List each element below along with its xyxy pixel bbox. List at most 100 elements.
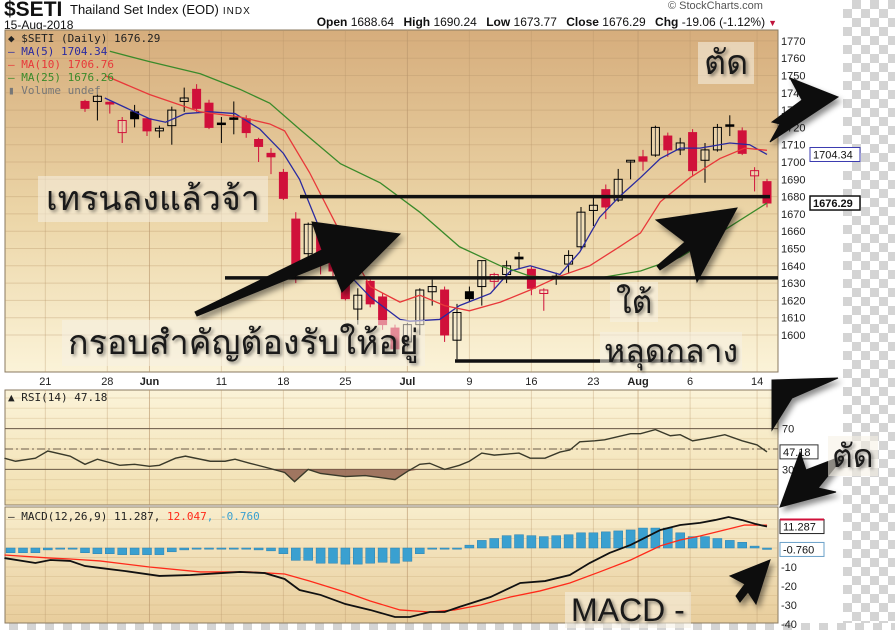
macd-histogram-bar [80, 547, 90, 553]
macd-histogram-bar [588, 532, 599, 549]
ma5-line [104, 97, 768, 322]
candle-body [675, 142, 685, 151]
macd-value: 11.287 [113, 510, 154, 523]
high-label: High [403, 15, 431, 29]
copyright[interactable]: © StockCharts.com [668, 0, 763, 12]
date-tick-label: Jun [140, 376, 160, 388]
annotation-cut-top: ตัด [698, 42, 755, 84]
exchange: INDX [222, 6, 251, 17]
candle-body [92, 95, 102, 102]
legend-main: ◆ $SETI (Daily) 1676.29 [8, 32, 161, 45]
ohlc-summary: Open 1688.64 High 1690.24 Low 1673.77 Cl… [311, 16, 777, 30]
macd-histogram-bar [539, 536, 549, 549]
candle-body [564, 254, 574, 265]
candle-body [712, 126, 722, 151]
macd-histogram-bar [191, 547, 202, 550]
low-value: 1673.77 [513, 15, 557, 29]
candle-body [204, 102, 214, 128]
price-tick-label: 1760 [781, 53, 805, 65]
macd-histogram-bar [154, 547, 165, 555]
arrow-icon [771, 377, 839, 432]
price-tick-label: 1770 [781, 36, 805, 48]
candle-body [650, 126, 660, 156]
date-tick-label: 6 [687, 376, 693, 388]
date-tick-label: 25 [339, 376, 351, 388]
date-tick-label: Jul [399, 376, 415, 388]
macd-tick-label: -40 [781, 619, 797, 630]
macd-histogram-bar [5, 547, 16, 553]
macd-histogram-bar [489, 538, 499, 549]
candle-body [588, 204, 598, 211]
macd-histogram-bar [625, 529, 636, 549]
rsi-tick-label: 30 [782, 464, 794, 476]
rsi-title: ▲ RSI(14) 47.18 [8, 391, 108, 404]
macd-value-label: 11.287 [783, 522, 816, 534]
date-tick-label: 11 [216, 376, 227, 388]
candle-body [440, 289, 450, 336]
legend-ma25-text: MA(25) 1676.26 [21, 71, 114, 84]
macd-histogram-bar [105, 547, 115, 554]
legend-ma5-text: MA(5) 1704.34 [21, 45, 108, 58]
macd-histogram-bar [67, 547, 78, 550]
rsi-oversold-fill [4, 469, 767, 482]
rsi-panel [4, 389, 779, 506]
macd-histogram-bar [613, 530, 623, 549]
candle-body [254, 139, 264, 147]
candle-body [700, 149, 710, 161]
price-tick-label: 1690 [781, 174, 805, 186]
macd-histogram-bar [377, 547, 388, 563]
macd-histogram-bar [687, 536, 698, 549]
macd-histogram-bar [365, 547, 375, 564]
candle-body [278, 171, 288, 199]
date-tick-label: 18 [277, 376, 289, 388]
date-tick-label: 9 [466, 376, 472, 388]
macd-histogram-bar [563, 534, 574, 549]
candle-body [514, 256, 524, 260]
low-label: Low [486, 15, 511, 29]
candle-body [688, 132, 698, 172]
macd-signal-line [4, 524, 768, 613]
macd-histogram-bar [179, 547, 189, 551]
candle-body [750, 170, 760, 177]
macd-histogram-bar [117, 547, 127, 555]
macd-histogram-bar [92, 547, 103, 554]
date-tick-label: Aug [627, 376, 648, 388]
macd-histogram-bar [601, 531, 611, 549]
date-tick-label: 16 [525, 376, 537, 388]
arrow-icon [769, 77, 840, 143]
candle-body [179, 97, 189, 102]
rsi-line [4, 428, 768, 483]
rsi-title-text: RSI(14) 47.18 [21, 391, 108, 404]
candle-body [353, 294, 363, 310]
macd-histogram-bar [390, 547, 400, 564]
macd-histogram-bar [762, 547, 772, 550]
price-tick-label: 1660 [781, 226, 805, 238]
candle-body [291, 218, 301, 269]
price-value-label: 1704.34 [813, 149, 853, 161]
candle-body [477, 260, 487, 288]
macd-histogram-bar [439, 547, 450, 550]
macd-histogram-bar [18, 547, 28, 553]
macd-histogram-bar [353, 547, 363, 565]
price-tick-label: 1710 [781, 140, 805, 152]
macd-tick-label: -20 [781, 581, 797, 593]
candle-body [365, 280, 375, 305]
candle-body [626, 159, 636, 163]
chart-date: 15-Aug-2018 [4, 18, 74, 32]
legend-ma10-text: MA(10) 1706.76 [21, 58, 114, 71]
macd-histogram-bar [229, 547, 239, 550]
macd-histogram-bar [55, 547, 65, 550]
macd-tick-label: -10 [781, 562, 797, 574]
macd-histogram-bar [253, 547, 264, 551]
transparent-background [843, 0, 895, 630]
close-value: 1676.29 [602, 15, 646, 29]
candle-body [464, 291, 474, 300]
price-tick-label: 1640 [781, 261, 805, 273]
macd-histogram-bar [43, 547, 53, 551]
macd-title: — MACD(12,26,9) 11.287, 12.047, -0.760 [8, 510, 260, 523]
macd-value-label: -0.760 [783, 544, 814, 556]
macd-histogram-bar [216, 547, 227, 550]
legend-volume-text: Volume undef [21, 84, 101, 97]
price-tick-label: 1620 [781, 295, 805, 307]
candle-body [216, 122, 226, 126]
